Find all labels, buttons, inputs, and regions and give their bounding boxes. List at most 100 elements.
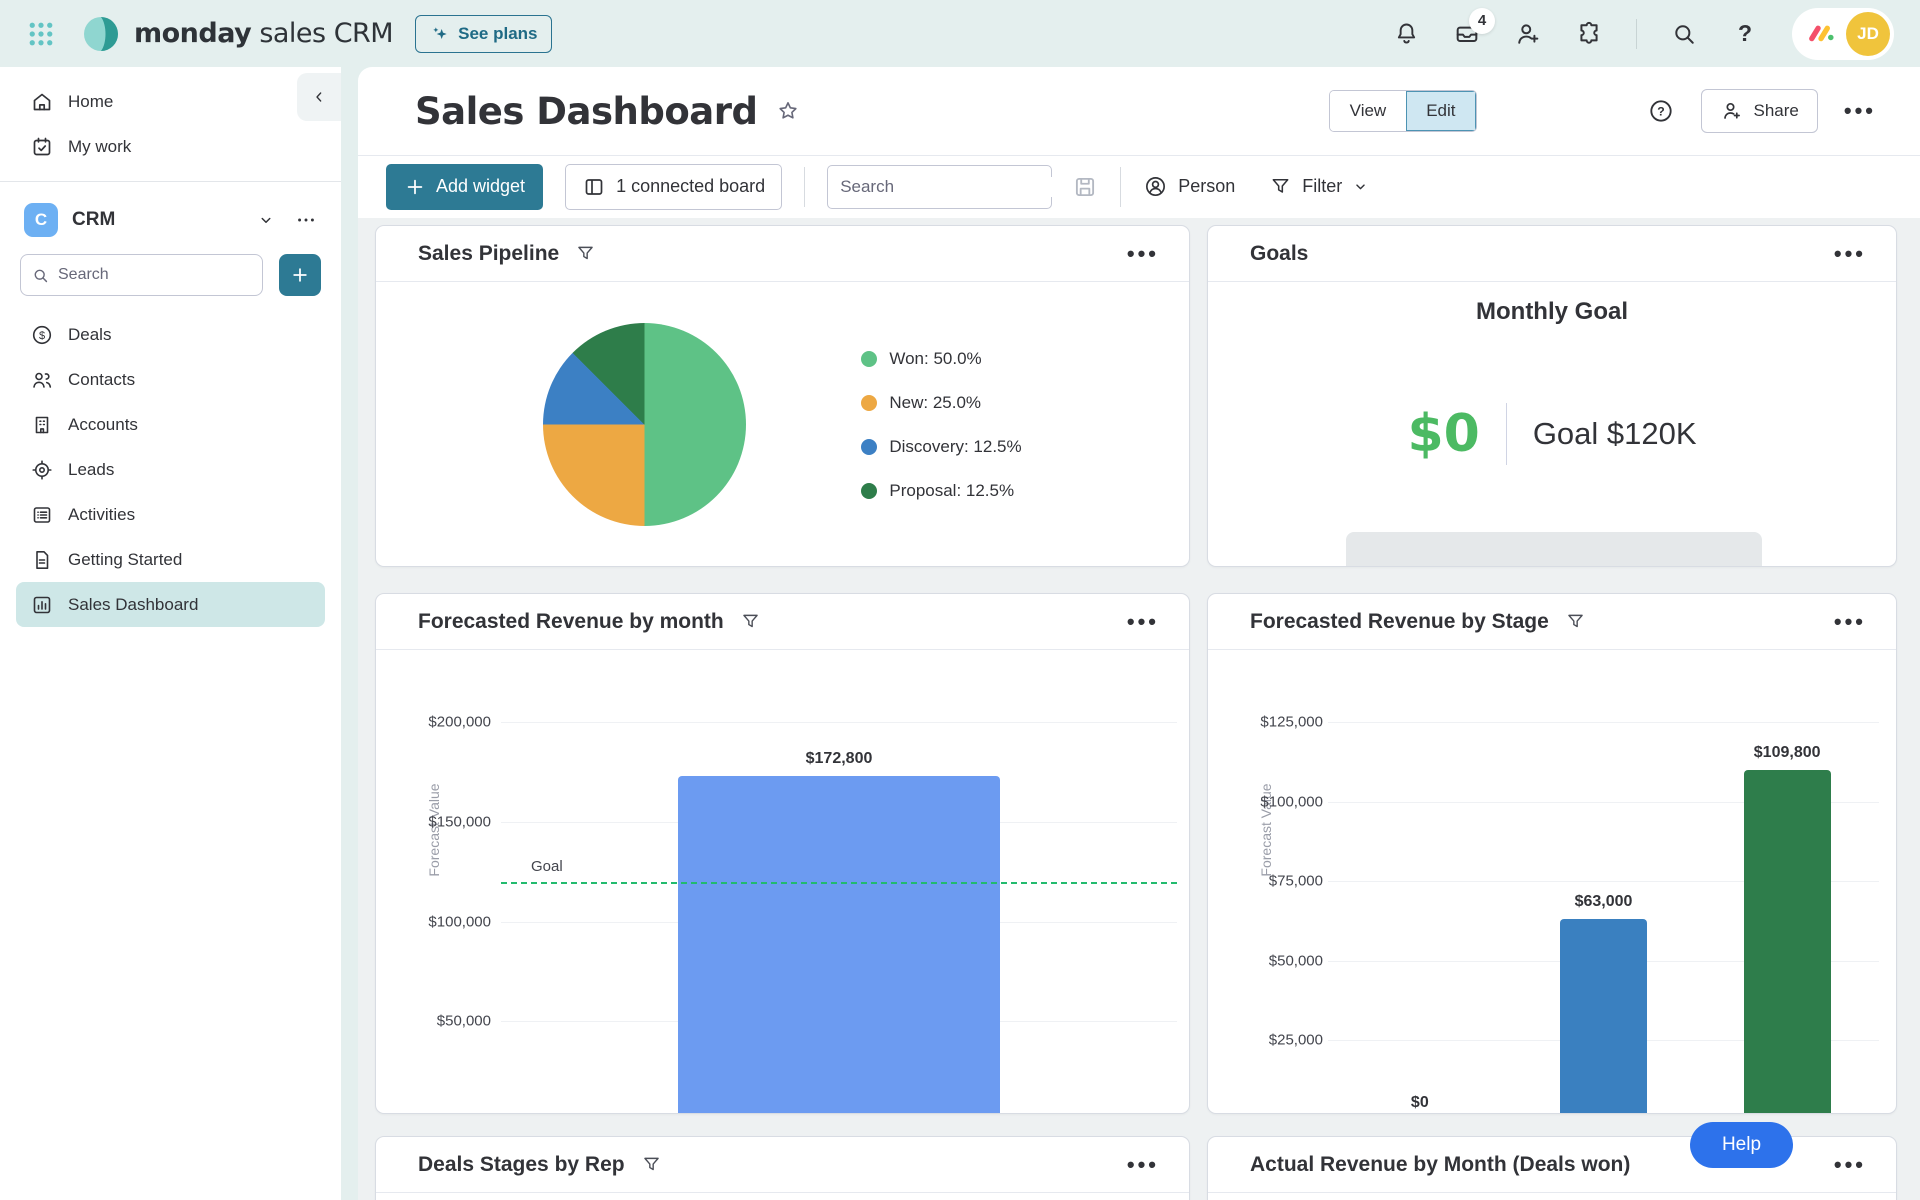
sidebar-item-label: Leads	[68, 459, 115, 479]
help-icon[interactable]: ?	[1737, 20, 1753, 46]
apps-grid-icon[interactable]	[26, 19, 56, 49]
pie-chart-area: Won: 50.0% New: 25.0% Discovery: 12.5% Prop…	[376, 282, 1189, 566]
legend-label: Discovery: 12.5%	[889, 436, 1022, 456]
bar[interactable]: $109,800	[1743, 744, 1831, 1113]
sidebar-item-home[interactable]: Home	[16, 79, 325, 124]
chevron-down-icon[interactable]	[257, 211, 275, 229]
sidebar-item-activities[interactable]: Activities	[16, 492, 325, 537]
chevron-down-icon	[1356, 184, 1365, 190]
funnel-filter-icon[interactable]	[575, 243, 596, 264]
widget-menu-icon[interactable]: •••	[1126, 1151, 1159, 1177]
sidebar-divider	[0, 181, 341, 182]
user-avatar[interactable]: JD	[1846, 11, 1890, 56]
widget-menu-icon[interactable]: •••	[1126, 608, 1159, 634]
widget-menu-icon[interactable]: •••	[1126, 240, 1159, 266]
sidebar-item-leads[interactable]: Leads	[16, 447, 325, 492]
dashboard-header: Sales Dashboard View Edit ? Share	[358, 67, 1920, 155]
person-filter-button[interactable]: Person	[1143, 174, 1235, 199]
save-icon[interactable]	[1072, 174, 1098, 200]
bar-value-label: $109,800	[1753, 744, 1821, 762]
workspace-name: CRM	[72, 209, 116, 230]
sidebar-search[interactable]	[20, 254, 263, 296]
invite-members-icon[interactable]	[1514, 20, 1542, 48]
help-button[interactable]: Help	[1690, 1122, 1793, 1168]
widget-forecast-stage: Forecasted Revenue by Stage ••• Forecast…	[1207, 593, 1897, 1114]
help-circle-icon[interactable]: ?	[1647, 97, 1675, 125]
home-icon	[30, 90, 54, 114]
monday-logo-icon	[82, 15, 120, 53]
funnel-filter-icon[interactable]	[1565, 611, 1586, 632]
widget-menu-icon[interactable]: •••	[1833, 240, 1866, 266]
add-item-button[interactable]	[279, 254, 321, 296]
sidebar-collapse-button[interactable]	[297, 73, 341, 121]
apps-marketplace-icon[interactable]	[1575, 20, 1603, 48]
search-icon	[31, 266, 50, 285]
view-edit-toggle: View Edit	[1328, 90, 1477, 132]
grid-line	[1328, 801, 1879, 803]
see-plans-button[interactable]: See plans	[415, 14, 553, 53]
widget-title: Deals Stages by Rep	[418, 1152, 625, 1176]
legend-item: New: 25.0%	[861, 393, 1021, 413]
widget-title: Forecasted Revenue by month	[418, 609, 724, 633]
sidebar-item-label: Deals	[68, 324, 112, 344]
axis-tick-label: $100,000	[1260, 793, 1323, 811]
svg-text:?: ?	[1657, 104, 1664, 118]
axis-tick-label: $125,000	[1260, 713, 1323, 731]
funnel-filter-icon[interactable]	[641, 1154, 662, 1175]
top-bar: monday sales CRM See plans 4	[0, 0, 1920, 67]
connected-board-button[interactable]: 1 connected board	[565, 163, 783, 210]
workspace-row[interactable]: C CRM	[16, 194, 325, 246]
topbar-divider	[1636, 18, 1637, 49]
funnel-filter-icon[interactable]	[740, 611, 761, 632]
filter-button[interactable]: Filter	[1269, 175, 1369, 198]
inbox-icon[interactable]: 4	[1453, 7, 1495, 48]
bar[interactable]: $172,800	[678, 750, 1000, 1113]
sidebar-item-label: My work	[68, 136, 132, 156]
add-widget-button[interactable]: Add widget	[386, 163, 544, 210]
legend-dot	[861, 350, 878, 367]
legend-dot	[861, 482, 878, 499]
sidebar-item-getting-started[interactable]: Getting Started	[16, 537, 325, 582]
favorite-star-icon[interactable]	[775, 98, 801, 124]
axis-tick-label: $200,000	[428, 713, 491, 731]
sidebar-search-input[interactable]	[58, 266, 252, 284]
sidebar-item-deals[interactable]: $ Deals	[16, 312, 325, 357]
profile-pill[interactable]: JD	[1792, 7, 1894, 60]
brand[interactable]: monday sales CRM	[82, 15, 394, 53]
notifications-bell-icon[interactable]	[1392, 20, 1420, 48]
bar-slot: $0New	[1376, 722, 1463, 1113]
sidebar-item-contacts[interactable]: Contacts	[16, 357, 325, 402]
legend-label: New: 25.0%	[889, 392, 982, 412]
dollar-circle-icon: $	[30, 323, 54, 347]
share-button[interactable]: Share	[1700, 89, 1818, 133]
page-title: Sales Dashboard	[415, 89, 758, 133]
widget-search-input[interactable]	[840, 176, 1062, 197]
sidebar-item-label: Sales Dashboard	[68, 594, 199, 614]
edit-tab[interactable]: Edit	[1406, 91, 1476, 131]
axis-tick-label: $25,000	[1268, 1031, 1323, 1049]
pie-chart[interactable]	[543, 323, 747, 526]
widget-menu-icon[interactable]: •••	[1833, 1151, 1866, 1177]
inbox-badge: 4	[1469, 7, 1495, 34]
widget-menu-icon[interactable]: •••	[1833, 608, 1866, 634]
goal-current-value: $0	[1407, 404, 1480, 464]
svg-text:$: $	[39, 330, 45, 342]
calendar-check-icon	[30, 135, 54, 159]
sidebar-item-sales-dashboard[interactable]: Sales Dashboard	[16, 582, 325, 627]
sidebar-item-label: Home	[68, 91, 114, 111]
grid-line	[1328, 722, 1879, 723]
bar[interactable]: $63,000	[1559, 893, 1647, 1113]
widget-search[interactable]	[827, 164, 1062, 209]
dashboard-menu-icon[interactable]: •••	[1843, 98, 1876, 123]
sidebar-item-label: Accounts	[68, 414, 138, 434]
bar-value-label: $63,000	[1574, 893, 1633, 911]
workspace-menu-icon[interactable]	[295, 209, 317, 231]
sidebar-item-accounts[interactable]: Accounts	[16, 402, 325, 447]
people-icon	[30, 368, 54, 392]
building-icon	[30, 413, 54, 437]
sparkle-icon	[430, 24, 450, 44]
view-tab[interactable]: View	[1329, 91, 1407, 131]
sidebar-item-my-work[interactable]: My work	[16, 124, 325, 169]
axis-tick-label: $100,000	[428, 913, 491, 930]
search-icon[interactable]	[1670, 20, 1698, 48]
